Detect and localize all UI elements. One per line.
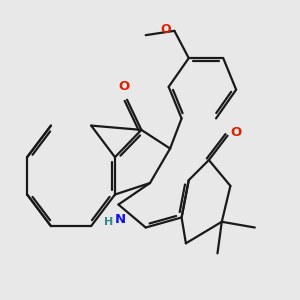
Text: O: O: [118, 80, 130, 93]
Text: O: O: [230, 126, 242, 139]
Text: O: O: [160, 23, 171, 36]
Text: H: H: [104, 217, 113, 226]
Text: N: N: [115, 213, 126, 226]
